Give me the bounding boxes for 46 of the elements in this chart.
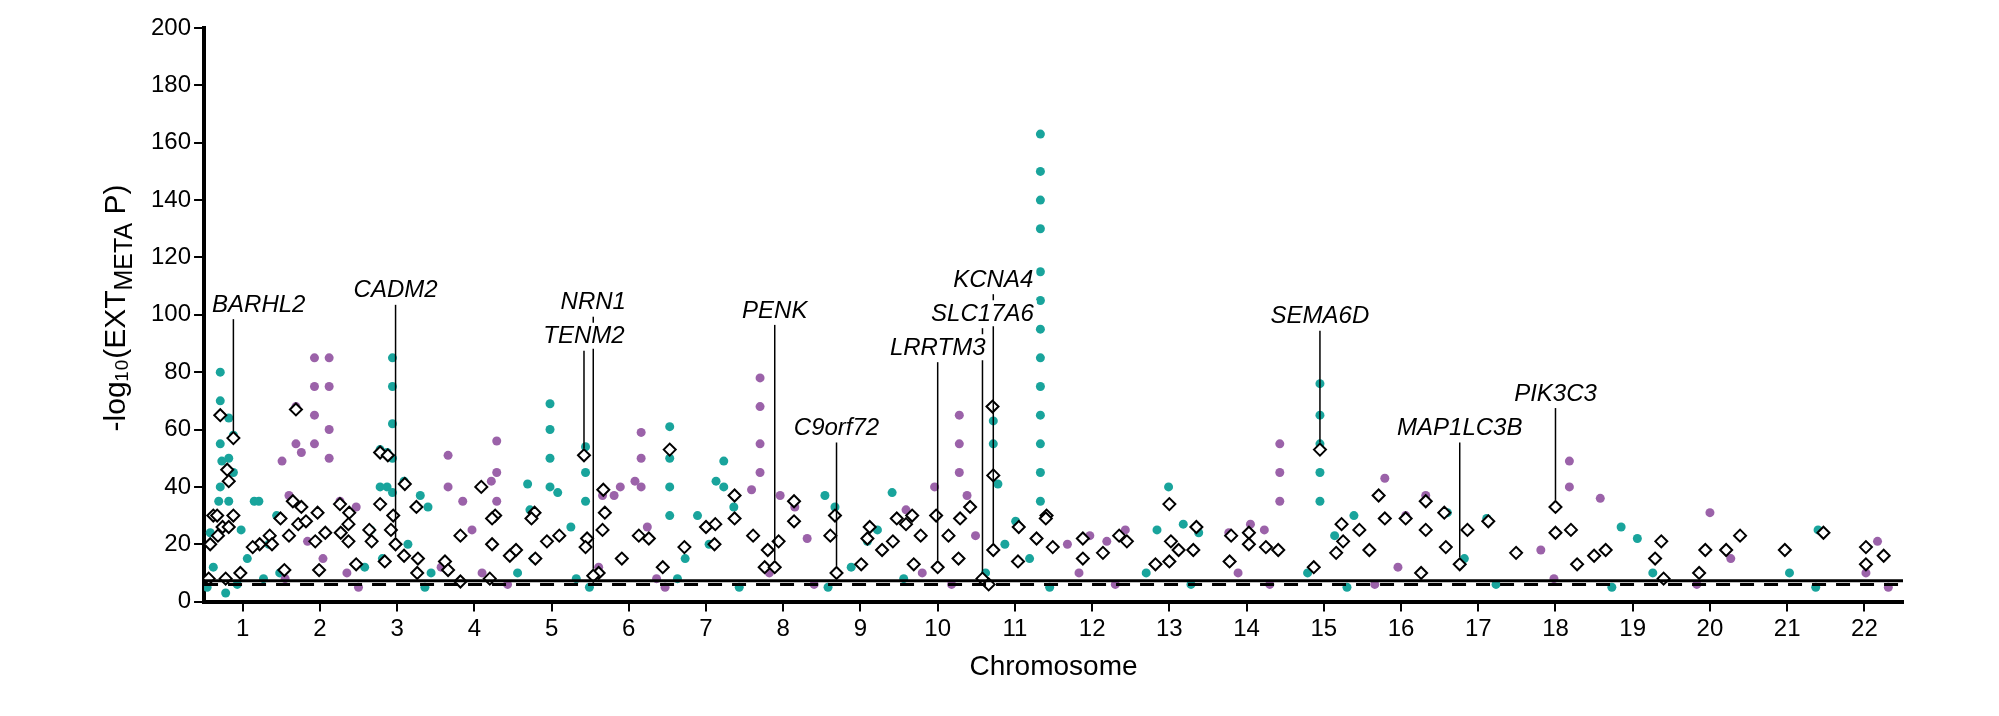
- annotation: TENM2: [543, 321, 625, 349]
- x-tick-label: 18: [1542, 613, 1569, 641]
- x-tick-label: 15: [1310, 613, 1338, 641]
- y-tick-label: 80: [164, 356, 192, 384]
- x-tick-label: 20: [1696, 613, 1724, 641]
- x-tick-label: 2: [313, 613, 327, 641]
- y-tick-label: 200: [151, 12, 192, 40]
- y-tick-label: 180: [151, 69, 192, 97]
- x-tick-label: 7: [699, 613, 713, 641]
- y-tick-label: 0: [177, 586, 192, 614]
- x-tick-label: 5: [544, 613, 559, 641]
- x-tick-label: 12: [1078, 613, 1106, 641]
- x-tick-label: 19: [1619, 613, 1647, 641]
- x-tick-label: 8: [776, 613, 790, 641]
- annotation: SEMA6D: [1270, 301, 1370, 329]
- annotation: PIK3C3: [1514, 378, 1598, 406]
- annotation: KCNA4: [953, 264, 1034, 292]
- y-tick-label: 120: [151, 242, 192, 270]
- y-tick-label: 60: [164, 414, 192, 442]
- x-tick-label: 22: [1851, 613, 1878, 641]
- x-tick-label: 1: [235, 613, 250, 641]
- annotation: NRN1: [560, 287, 626, 315]
- annotation: C9orf72: [793, 413, 880, 441]
- y-tick-label: 100: [151, 299, 192, 327]
- x-tick-label: 16: [1387, 613, 1415, 641]
- x-tick-label: 13: [1156, 613, 1183, 641]
- x-tick-label: 9: [853, 613, 868, 641]
- annotation: SLC17A6: [931, 298, 1035, 326]
- x-tick-label: 21: [1773, 613, 1801, 641]
- y-tick-label: 40: [164, 471, 192, 499]
- y-tick-label: 140: [151, 184, 192, 212]
- annotation: LRRTM3: [889, 332, 987, 360]
- annotation: CADM2: [353, 275, 438, 303]
- x-tick-label: 14: [1233, 613, 1260, 641]
- x-tick-label: 11: [1002, 613, 1028, 641]
- y-tick-label: 160: [151, 127, 192, 155]
- x-tick-label: 4: [467, 613, 482, 641]
- annotation: BARHL2: [212, 289, 306, 317]
- x-tick-label: 17: [1464, 613, 1492, 641]
- x-tick-label: 10: [924, 613, 952, 641]
- x-tick-label: 6: [622, 613, 636, 641]
- y-tick-label: 20: [164, 528, 192, 556]
- x-tick-label: 3: [390, 613, 404, 641]
- annotation: MAP1LC3B: [1397, 413, 1523, 441]
- annotation: PENK: [742, 295, 809, 323]
- x-axis-title: Chromosome: [969, 649, 1138, 681]
